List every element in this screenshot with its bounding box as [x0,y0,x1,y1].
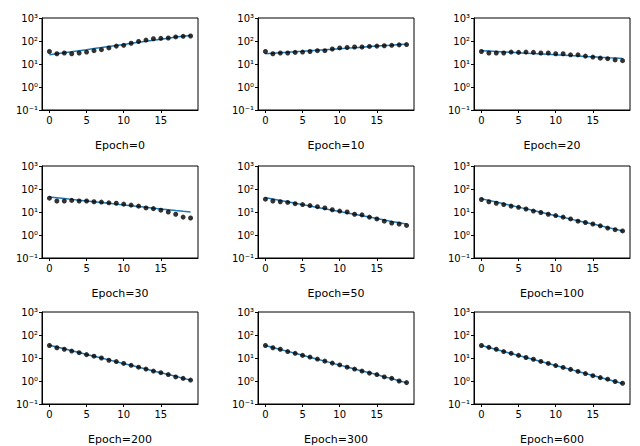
svg-text:10⁻¹: 10⁻¹ [448,399,470,410]
svg-text:10⁻¹: 10⁻¹ [448,105,470,116]
svg-text:15: 15 [586,115,599,126]
svg-text:10²: 10² [453,184,470,195]
svg-text:10⁻¹: 10⁻¹ [232,253,254,264]
svg-text:Epoch=300: Epoch=300 [304,433,368,446]
svg-text:0: 0 [262,409,268,420]
svg-text:10¹: 10¹ [237,207,254,218]
svg-text:10¹: 10¹ [453,59,470,70]
svg-text:5: 5 [515,115,521,126]
svg-text:10¹: 10¹ [453,207,470,218]
svg-text:10⁰: 10⁰ [453,82,470,93]
svg-text:10³: 10³ [237,307,254,318]
svg-text:10⁻¹: 10⁻¹ [16,253,38,264]
svg-text:10⁻¹: 10⁻¹ [16,105,38,116]
svg-text:10³: 10³ [453,307,470,318]
svg-text:10⁻¹: 10⁻¹ [232,105,254,116]
svg-text:10²: 10² [237,36,254,47]
svg-text:5: 5 [83,409,89,420]
svg-text:10⁰: 10⁰ [21,230,38,241]
svg-text:10¹: 10¹ [21,353,38,364]
svg-text:5: 5 [299,409,305,420]
svg-text:10²: 10² [453,36,470,47]
svg-text:10⁰: 10⁰ [21,82,38,93]
svg-text:Epoch=30: Epoch=30 [92,287,149,300]
svg-text:0: 0 [46,409,52,420]
svg-text:5: 5 [83,115,89,126]
svg-text:10⁻¹: 10⁻¹ [232,399,254,410]
svg-text:15: 15 [586,409,599,420]
svg-text:Epoch=100: Epoch=100 [520,287,584,300]
svg-text:15: 15 [370,409,383,420]
svg-text:10²: 10² [237,330,254,341]
svg-text:10²: 10² [21,36,38,47]
svg-text:10³: 10³ [21,161,38,172]
svg-text:15: 15 [154,263,167,274]
svg-text:15: 15 [370,263,383,274]
svg-text:15: 15 [586,263,599,274]
svg-text:0: 0 [262,115,268,126]
svg-text:10: 10 [549,263,562,274]
svg-text:5: 5 [299,115,305,126]
svg-text:0: 0 [478,263,484,274]
svg-text:0: 0 [46,263,52,274]
svg-text:10⁰: 10⁰ [237,230,254,241]
svg-text:10⁰: 10⁰ [237,82,254,93]
svg-text:0: 0 [46,115,52,126]
svg-text:10: 10 [333,263,346,274]
svg-text:10⁻¹: 10⁻¹ [448,253,470,264]
svg-text:10: 10 [549,409,562,420]
svg-text:10: 10 [117,409,130,420]
svg-text:10: 10 [117,115,130,126]
svg-text:Epoch=600: Epoch=600 [520,433,584,446]
svg-text:10: 10 [549,115,562,126]
svg-text:10⁰: 10⁰ [453,376,470,387]
svg-text:10⁻¹: 10⁻¹ [16,399,38,410]
svg-text:10¹: 10¹ [237,59,254,70]
svg-text:10²: 10² [21,330,38,341]
svg-text:10³: 10³ [237,13,254,24]
svg-text:10³: 10³ [453,13,470,24]
svg-text:0: 0 [478,115,484,126]
svg-text:10²: 10² [237,184,254,195]
svg-text:10⁰: 10⁰ [453,230,470,241]
svg-text:10⁰: 10⁰ [21,376,38,387]
svg-text:10³: 10³ [237,161,254,172]
svg-text:15: 15 [154,409,167,420]
svg-text:10⁰: 10⁰ [237,376,254,387]
svg-text:10³: 10³ [21,307,38,318]
svg-text:10: 10 [333,115,346,126]
svg-text:10: 10 [117,263,130,274]
svg-text:Epoch=200: Epoch=200 [88,433,152,446]
svg-text:Epoch=20: Epoch=20 [524,139,581,152]
svg-text:5: 5 [299,263,305,274]
svg-text:10: 10 [333,409,346,420]
svg-text:Epoch=0: Epoch=0 [95,139,145,152]
svg-text:10¹: 10¹ [453,353,470,364]
svg-text:10¹: 10¹ [21,207,38,218]
svg-text:5: 5 [515,409,521,420]
svg-text:10³: 10³ [21,13,38,24]
svg-text:15: 15 [370,115,383,126]
svg-text:5: 5 [83,263,89,274]
svg-text:10¹: 10¹ [237,353,254,364]
svg-text:Epoch=10: Epoch=10 [308,139,365,152]
svg-text:10¹: 10¹ [21,59,38,70]
svg-text:10³: 10³ [453,161,470,172]
svg-text:Epoch=50: Epoch=50 [308,287,365,300]
svg-text:0: 0 [478,409,484,420]
svg-text:15: 15 [154,115,167,126]
svg-text:10²: 10² [21,184,38,195]
svg-text:10²: 10² [453,330,470,341]
svg-text:0: 0 [262,263,268,274]
svg-text:5: 5 [515,263,521,274]
